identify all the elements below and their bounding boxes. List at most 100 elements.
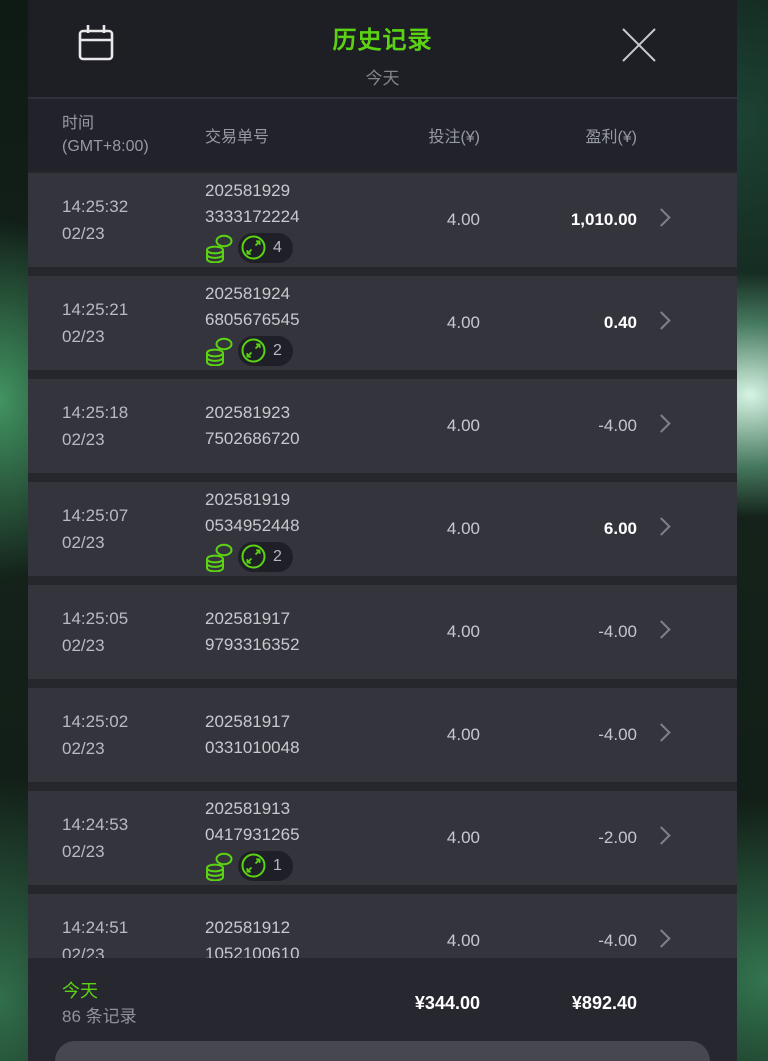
summary-period: 今天 (62, 980, 98, 1001)
row-date-value: 02/23 (62, 224, 105, 243)
table-row[interactable]: 14:25:32 02/23 202581929 3333172224 4 4.00 1,0… (28, 173, 737, 267)
row-profit-amount: -4.00 (598, 725, 637, 744)
row-date-value: 02/23 (62, 636, 105, 655)
row-bet-amount: 4.00 (446, 828, 480, 847)
row-time-value: 14:25:05 (62, 609, 129, 628)
table-row[interactable]: 14:24:53 02/23 202581913 0417931265 1 4.00 -2.… (28, 791, 737, 885)
order-line-1: 202581912 (205, 918, 291, 937)
row-icons: 2 (205, 335, 370, 366)
rounds-count: 2 (273, 341, 282, 359)
row-time-value: 14:25:02 (62, 712, 129, 731)
col-header-profit: 盈利(¥) (585, 129, 637, 146)
table-row[interactable]: 14:25:21 02/23 202581924 6805676545 2 4.00 0.4… (28, 276, 737, 370)
history-modal: 历史记录 今天 时间 (GMT+8:00) 交易单号 投注(¥) 盈利(¥) 1… (28, 0, 737, 1061)
order-line-1: 202581919 (205, 489, 291, 509)
rounds-circle-icon (240, 234, 267, 261)
order-line-2: 6805676545 (205, 309, 300, 329)
row-time: 14:25:05 02/23 (62, 605, 205, 659)
table-row[interactable]: 14:25:05 02/23 202581917 9793316352 4.00 -4.0… (28, 585, 737, 679)
row-time-value: 14:25:18 (62, 403, 129, 422)
row-time: 14:25:32 02/23 (62, 193, 205, 247)
table-row[interactable]: 14:25:18 02/23 202581923 7502686720 4.00 -4.0… (28, 379, 737, 473)
row-icons: 4 (205, 232, 370, 263)
row-time-value: 14:25:32 (62, 197, 129, 216)
row-icons: 1 (205, 850, 370, 881)
coins-icon (205, 851, 233, 881)
row-time: 14:25:18 02/23 (62, 399, 205, 453)
chevron-right-icon[interactable] (637, 929, 672, 950)
row-time: 14:24:53 02/23 (62, 811, 205, 865)
row-bet-amount: 4.00 (446, 416, 480, 435)
row-order-number: 202581919 0534952448 2 (205, 487, 370, 572)
order-line-1: 202581923 (205, 403, 291, 422)
rounds-circle-icon (240, 852, 267, 879)
order-line-2: 0534952448 (205, 515, 300, 535)
row-time: 14:25:21 02/23 (62, 296, 205, 350)
row-profit-amount: -4.00 (598, 931, 637, 950)
row-time: 14:25:07 02/23 (62, 502, 205, 556)
row-date-value: 02/23 (62, 842, 105, 861)
rounds-badge: 2 (238, 335, 293, 366)
row-profit-amount: 6.00 (603, 519, 637, 538)
order-line-2: 7502686720 (205, 429, 300, 448)
coins-icon (205, 542, 233, 572)
chevron-right-icon[interactable] (637, 414, 672, 435)
rounds-badge: 1 (238, 850, 293, 881)
rounds-circle-icon (240, 337, 267, 364)
order-line-1: 202581917 (205, 712, 291, 731)
rounds-count: 1 (273, 856, 282, 874)
history-list: 14:25:32 02/23 202581929 3333172224 4 4.00 1,0… (28, 171, 737, 1061)
table-row[interactable]: 14:25:02 02/23 202581917 0331010048 4.00 -4.0… (28, 688, 737, 782)
rounds-count: 2 (273, 547, 282, 565)
row-order-number: 202581929 3333172224 4 (205, 178, 370, 263)
chevron-right-icon[interactable] (637, 620, 672, 641)
order-line-1: 202581913 (205, 798, 291, 818)
row-bet-amount: 4.00 (446, 519, 480, 538)
close-icon[interactable] (619, 25, 659, 65)
summary-record-count: 86 条记录 (62, 1006, 137, 1026)
rounds-badge: 2 (238, 541, 293, 572)
row-profit-amount: -2.00 (598, 828, 637, 847)
col-header-time: 时间 (GMT+8:00) (62, 115, 149, 155)
chevron-right-icon[interactable] (637, 723, 672, 744)
order-line-2: 0331010048 (205, 738, 300, 757)
row-date-value: 02/23 (62, 739, 105, 758)
chevron-right-icon[interactable] (637, 208, 672, 229)
row-profit-amount: 1,010.00 (570, 210, 637, 229)
page-title: 历史记录 (332, 27, 433, 54)
summary-total-bet: ¥344.00 (414, 993, 480, 1013)
chevron-right-icon[interactable] (637, 826, 672, 847)
col-header-bet: 投注(¥) (428, 129, 480, 146)
row-bet-amount: 4.00 (446, 313, 480, 332)
table-header-row: 时间 (GMT+8:00) 交易单号 投注(¥) 盈利(¥) (28, 99, 737, 171)
row-bet-amount: 4.00 (446, 931, 480, 950)
row-date-value: 02/23 (62, 533, 105, 552)
coins-icon (205, 233, 233, 263)
rounds-count: 4 (273, 238, 282, 256)
order-line-1: 202581917 (205, 609, 291, 628)
order-line-2: 0417931265 (205, 824, 300, 844)
order-line-2: 3333172224 (205, 206, 300, 226)
calendar-icon[interactable] (76, 22, 116, 64)
table-row[interactable]: 14:25:07 02/23 202581919 0534952448 2 4.00 6.0… (28, 482, 737, 576)
row-order-number: 202581924 6805676545 2 (205, 281, 370, 366)
row-order-number: 202581917 9793316352 (205, 606, 370, 658)
bottom-action-bar[interactable] (55, 1041, 710, 1061)
row-order-number: 202581913 0417931265 1 (205, 796, 370, 881)
rounds-circle-icon (240, 543, 267, 570)
modal-header: 历史记录 今天 (28, 0, 737, 99)
row-date-value: 02/23 (62, 327, 105, 346)
chevron-right-icon[interactable] (637, 517, 672, 538)
row-time-value: 14:25:07 (62, 506, 129, 525)
row-icons: 2 (205, 541, 370, 572)
chevron-right-icon[interactable] (637, 311, 672, 332)
row-time-value: 14:25:21 (62, 300, 129, 319)
row-bet-amount: 4.00 (446, 622, 480, 641)
order-line-1: 202581929 (205, 180, 291, 200)
header-titles: 历史记录 今天 (28, 20, 737, 89)
summary-left: 今天 86 条记录 (62, 979, 370, 1029)
row-time-value: 14:24:53 (62, 815, 129, 834)
row-bet-amount: 4.00 (446, 210, 480, 229)
col-header-order: 交易单号 (205, 129, 270, 146)
row-bet-amount: 4.00 (446, 725, 480, 744)
